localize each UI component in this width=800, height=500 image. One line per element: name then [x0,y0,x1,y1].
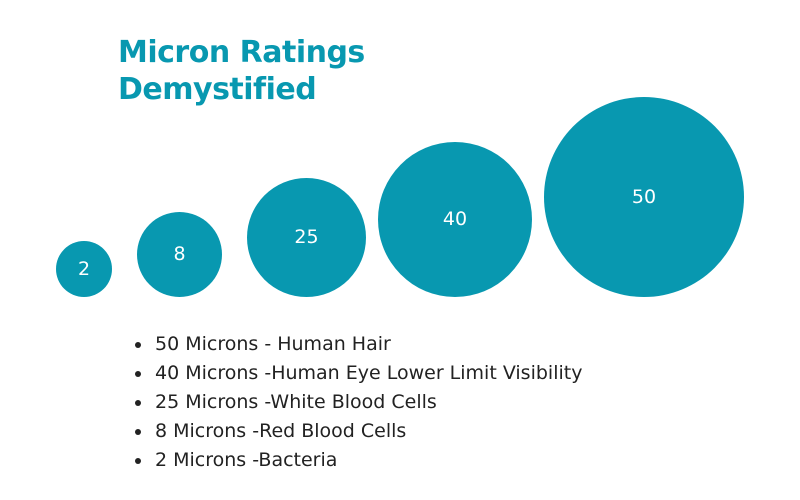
circle-8-microns: 8 [137,212,222,297]
bullet-icon [135,342,141,348]
bullet-icon [135,429,141,435]
page-title: Micron Ratings Demystified [118,34,365,108]
list-item-text: 8 Microns -Red Blood Cells [155,420,407,442]
list-item-text: 25 Microns -White Blood Cells [155,391,437,413]
bullet-icon [135,400,141,406]
circle-2-microns: 2 [56,241,112,297]
list-item: 50 Microns - Human Hair [135,330,582,359]
list-item: 40 Microns -Human Eye Lower Limit Visibi… [135,359,582,388]
list-item: 25 Microns -White Blood Cells [135,388,582,417]
title-line-2: Demystified [118,72,317,107]
bullet-icon [135,458,141,464]
list-item-text: 2 Microns -Bacteria [155,449,338,471]
circle-label: 25 [294,225,319,248]
circle-label: 8 [173,242,186,265]
circle-label: 40 [442,207,468,230]
circle-25-microns: 25 [247,178,366,297]
list-item-text: 50 Microns - Human Hair [155,333,391,355]
list-item: 8 Microns -Red Blood Cells [135,417,582,446]
list-item-text: 40 Microns -Human Eye Lower Limit Visibi… [155,362,583,384]
title-line-1: Micron Ratings [118,35,365,70]
circle-40-microns: 40 [378,142,532,297]
circle-50-microns: 50 [544,97,744,297]
circle-label: 50 [631,186,657,208]
circle-label: 2 [77,258,91,280]
micron-legend-list: 50 Microns - Human Hair 40 Microns -Huma… [135,330,582,475]
bullet-icon [135,371,141,377]
list-item: 2 Microns -Bacteria [135,446,582,475]
